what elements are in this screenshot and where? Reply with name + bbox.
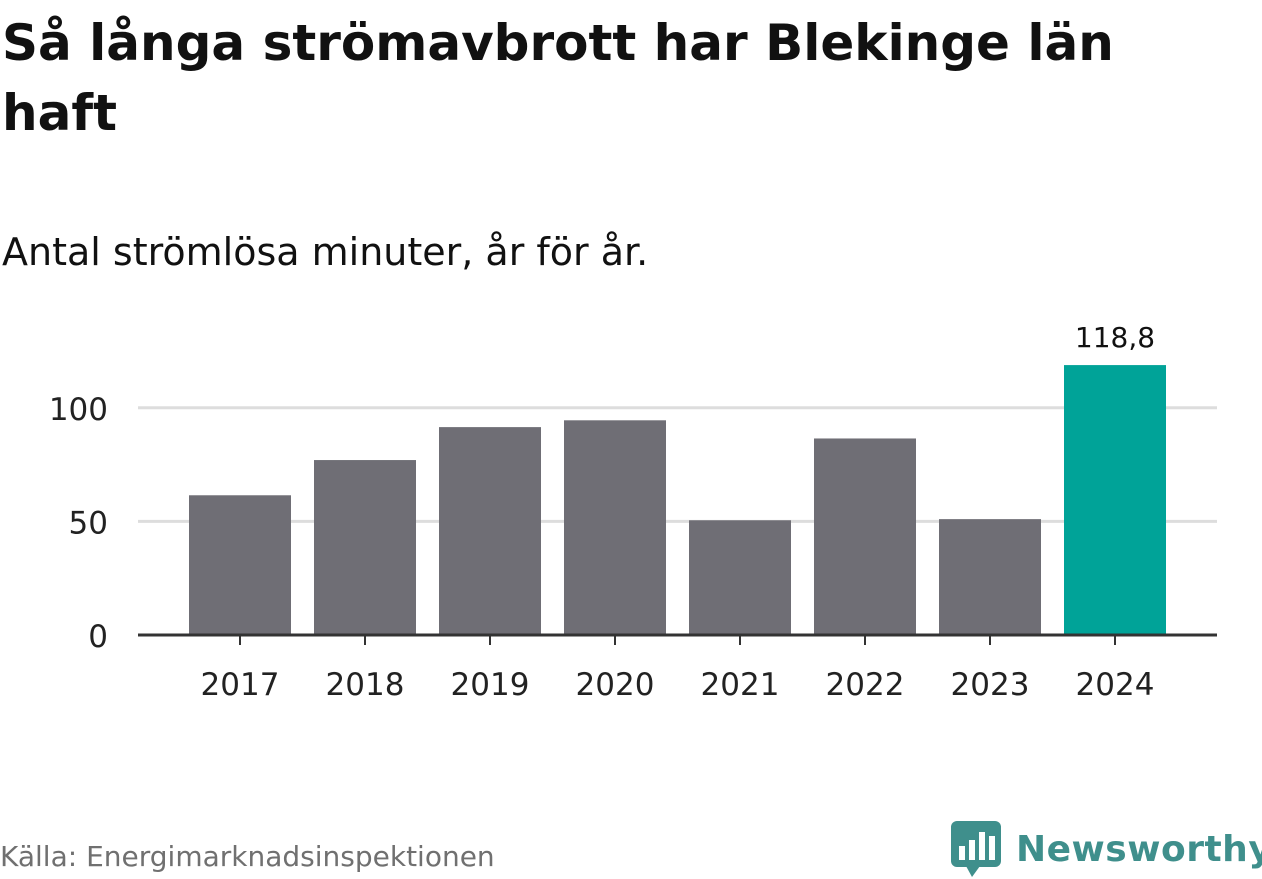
x-tick-label: 2017 bbox=[201, 667, 280, 703]
x-tick-label: 2020 bbox=[576, 667, 655, 703]
bar-2019 bbox=[439, 427, 541, 635]
x-tick-label: 2021 bbox=[701, 667, 780, 703]
y-tick-label: 50 bbox=[69, 505, 108, 541]
data-label: 118,8 bbox=[1075, 321, 1155, 354]
bar-2018 bbox=[314, 460, 416, 635]
x-tick-label: 2019 bbox=[451, 667, 530, 703]
bar-chart-speech-bubble-icon bbox=[951, 821, 1001, 877]
axes bbox=[138, 633, 1217, 645]
bar-2023 bbox=[939, 519, 1041, 635]
source-note: Källa: Energimarknadsinspektionen bbox=[0, 840, 495, 873]
x-tick-label: 2023 bbox=[951, 667, 1030, 703]
x-tick-label: 2024 bbox=[1076, 667, 1155, 703]
y-tick-label: 100 bbox=[49, 392, 108, 428]
bar-2020 bbox=[564, 420, 666, 635]
brand-name: Newsworthy bbox=[1016, 828, 1262, 870]
chart-title: Så långa strömavbrott har Blekinge län h… bbox=[2, 14, 1114, 142]
labels: 0 50 100 2017 2018 2019 2020 2021 2022 2023 2024 11… bbox=[49, 321, 1155, 703]
bar-2021 bbox=[689, 520, 791, 635]
bar-2024 bbox=[1064, 365, 1166, 635]
x-tick-label: 2018 bbox=[326, 667, 405, 703]
chart-subtitle: Antal strömlösa minuter, år för år. bbox=[2, 230, 649, 274]
bar-2017 bbox=[189, 495, 291, 635]
gridlines bbox=[138, 406, 1217, 523]
x-tick-label: 2022 bbox=[826, 667, 905, 703]
brand-logo-link[interactable]: Newsworthy bbox=[950, 820, 1262, 878]
y-tick-label: 0 bbox=[88, 619, 108, 655]
bar-2022 bbox=[814, 438, 916, 635]
bars bbox=[189, 365, 1166, 635]
